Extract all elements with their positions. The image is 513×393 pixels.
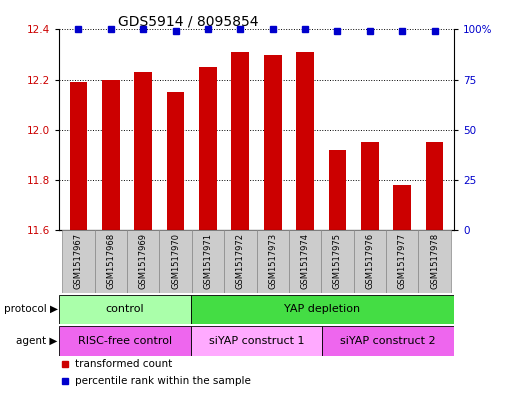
Bar	[419, 230, 451, 293]
Bar	[264, 55, 282, 230]
Text: GSM1517972: GSM1517972	[236, 233, 245, 289]
Bar	[127, 230, 160, 293]
Text: GSM1517967: GSM1517967	[74, 233, 83, 289]
Text: GSM1517973: GSM1517973	[268, 233, 277, 289]
Text: percentile rank within the sample: percentile rank within the sample	[75, 376, 251, 386]
Text: GSM1517970: GSM1517970	[171, 233, 180, 289]
Bar	[94, 230, 127, 293]
Text: transformed count: transformed count	[75, 359, 172, 369]
Bar	[322, 326, 454, 356]
Text: GSM1517977: GSM1517977	[398, 233, 407, 289]
Bar	[224, 230, 256, 293]
Bar	[192, 230, 224, 293]
Text: GSM1517978: GSM1517978	[430, 233, 439, 289]
Bar	[62, 230, 94, 293]
Bar	[328, 150, 346, 230]
Bar	[321, 230, 353, 293]
Bar	[289, 230, 321, 293]
Text: control: control	[106, 305, 144, 314]
Text: GSM1517974: GSM1517974	[301, 233, 309, 289]
Bar	[134, 72, 152, 230]
Bar	[167, 92, 185, 230]
Text: RISC-free control: RISC-free control	[78, 336, 172, 346]
Bar	[199, 67, 217, 230]
Bar	[59, 326, 191, 356]
Text: GSM1517969: GSM1517969	[139, 233, 148, 289]
Bar	[386, 230, 419, 293]
Bar	[70, 82, 87, 230]
Bar	[191, 326, 322, 356]
Text: YAP depletion: YAP depletion	[284, 305, 361, 314]
Text: agent ▶: agent ▶	[16, 336, 58, 346]
Bar	[160, 230, 192, 293]
Text: GSM1517968: GSM1517968	[106, 233, 115, 289]
Bar	[426, 142, 443, 230]
Bar	[102, 80, 120, 230]
Bar	[231, 52, 249, 230]
Bar	[191, 295, 454, 324]
Text: protocol ▶: protocol ▶	[4, 305, 58, 314]
Bar	[353, 230, 386, 293]
Bar	[393, 185, 411, 230]
Text: GSM1517971: GSM1517971	[204, 233, 212, 289]
Text: siYAP construct 2: siYAP construct 2	[340, 336, 436, 346]
Bar	[256, 230, 289, 293]
Bar	[59, 295, 191, 324]
Text: siYAP construct 1: siYAP construct 1	[209, 336, 304, 346]
Text: GSM1517975: GSM1517975	[333, 233, 342, 289]
Text: GDS5914 / 8095854: GDS5914 / 8095854	[118, 14, 259, 28]
Text: GSM1517976: GSM1517976	[365, 233, 374, 289]
Bar	[361, 142, 379, 230]
Bar	[296, 52, 314, 230]
